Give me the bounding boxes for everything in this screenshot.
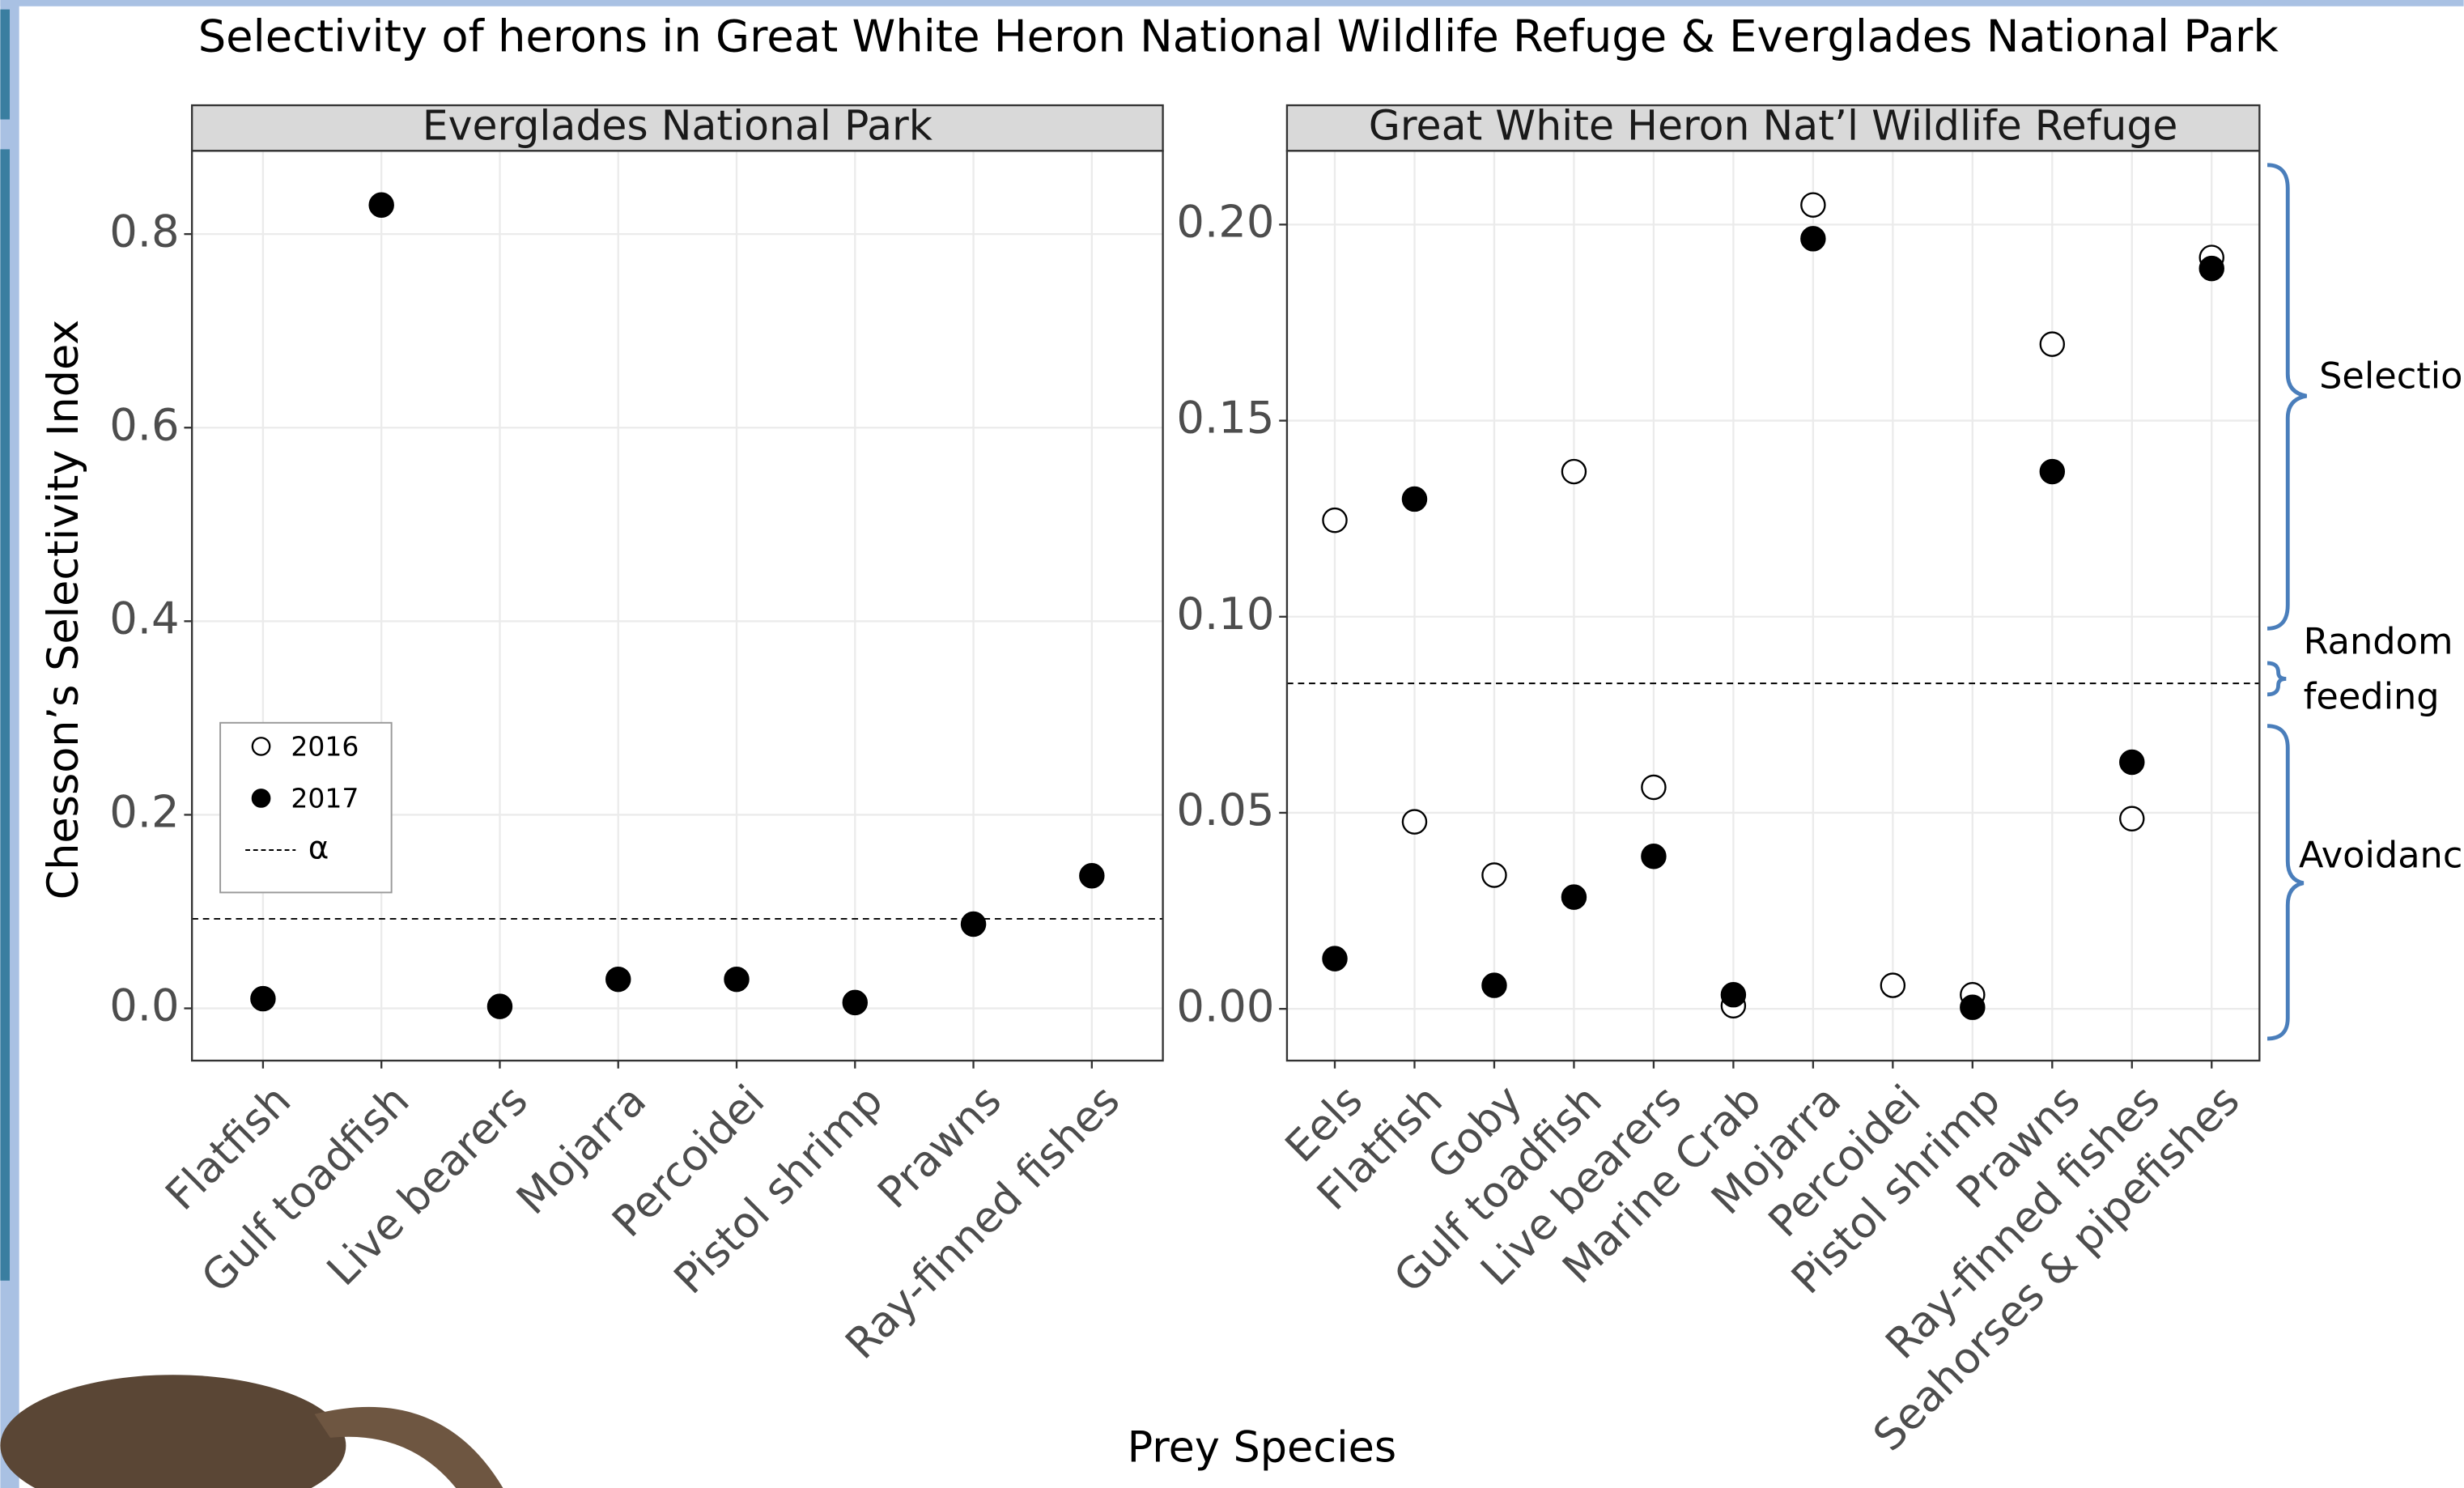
legend-label: 2016 <box>291 730 359 762</box>
point <box>1801 193 1825 217</box>
point <box>1323 947 1346 971</box>
point <box>1403 487 1426 511</box>
point <box>370 193 393 217</box>
point <box>1080 864 1103 887</box>
panel-background <box>192 151 1162 1061</box>
panel-title: Everglades National Park <box>423 102 933 150</box>
y-tick-label: 0.2 <box>109 787 179 838</box>
y-tick-label: 0.20 <box>1176 197 1274 248</box>
slide-tab <box>0 10 10 120</box>
point <box>1562 886 1586 909</box>
point <box>1323 508 1346 532</box>
slide-edge <box>0 0 2463 6</box>
page: {"figure": {"title": "Selectivity of her… <box>0 0 2464 1488</box>
annotation: Avoidanc <box>2299 835 2463 877</box>
legend-marker <box>253 738 270 755</box>
point <box>1881 974 1905 997</box>
point <box>1482 863 1506 886</box>
y-tick-label: 0.0 <box>109 980 179 1031</box>
y-tick-label: 0.05 <box>1176 784 1274 835</box>
legend-label: α <box>308 831 329 867</box>
legend-marker <box>253 789 270 806</box>
point <box>2120 750 2143 774</box>
point <box>843 991 867 1014</box>
point <box>1642 844 1665 868</box>
point <box>2041 333 2064 356</box>
point <box>962 912 985 936</box>
y-tick-label: 0.00 <box>1176 980 1274 1031</box>
point <box>1722 983 1745 1006</box>
annotation: Random <box>2304 621 2453 663</box>
point <box>1403 810 1426 834</box>
y-tick-label: 0.4 <box>109 593 179 644</box>
point <box>724 967 748 991</box>
point <box>2041 460 2064 483</box>
point <box>251 987 274 1010</box>
point <box>2120 807 2143 831</box>
point <box>488 995 512 1018</box>
y-tick-label: 0.8 <box>109 206 179 257</box>
y-tick-label: 0.10 <box>1176 589 1274 640</box>
point <box>1801 227 1825 250</box>
panel-title: Great White Heron Nat’l Wildlife Refuge <box>1369 102 2178 150</box>
point <box>1562 460 1586 483</box>
point <box>606 967 630 991</box>
point <box>1961 996 1984 1019</box>
y-tick-label: 0.15 <box>1176 393 1274 444</box>
panel-background <box>1287 151 2259 1061</box>
y-tick-label: 0.6 <box>109 399 179 450</box>
legend-label: 2017 <box>291 782 359 814</box>
point <box>1482 974 1506 997</box>
annotation: feeding <box>2304 676 2440 718</box>
point <box>2200 257 2224 280</box>
x-axis-label: Prey Species <box>1128 1422 1397 1472</box>
y-axis-label: Chesson’s Selectivity Index <box>39 320 88 900</box>
figure-title: Selectivity of herons in Great White Her… <box>198 11 2279 62</box>
point <box>1642 776 1665 799</box>
annotation: Selectio <box>2319 355 2462 398</box>
slide-tab <box>0 149 10 1280</box>
chart: Selectivity of herons in Great White Her… <box>0 0 2464 1488</box>
